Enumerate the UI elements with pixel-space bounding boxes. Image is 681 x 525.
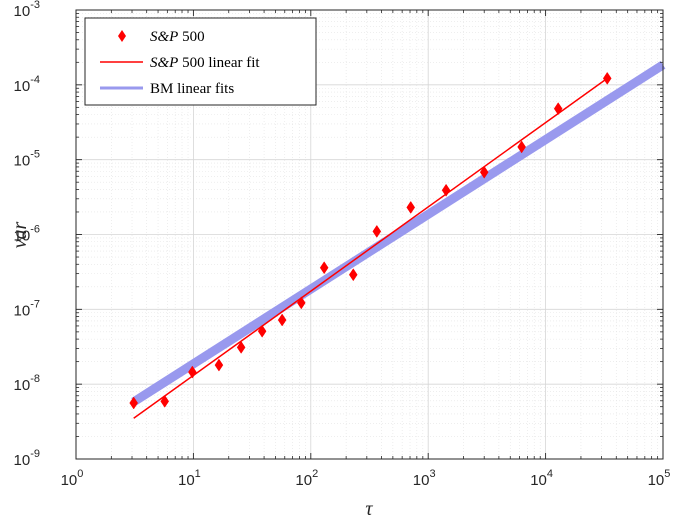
x-tick-label: 101 [178,468,201,489]
y-tick-label: 10-3 [14,0,40,20]
legend-items: S&P 500 S&P 500 linear fit BM linear fits [100,29,260,97]
sp500-data-point [188,365,197,379]
sp500-data-point [257,324,267,338]
x-tick-labels: 100 101 102 103 104 105 [61,468,671,489]
y-axis-label: var [9,221,31,248]
x-tick-label: 100 [61,468,84,489]
sp500-data-point [319,261,329,275]
sp500-data-point [348,268,358,282]
y-tick-labels: 10-9 10-8 10-7 10-6 10-5 10-4 10-3 [14,0,40,469]
x-tick-label: 104 [530,468,553,489]
sp500-data-point [372,224,382,238]
sp500-data-point [236,340,246,354]
legend-label: BM linear fits [150,81,234,97]
sp500-data-point [517,140,526,154]
sp500-data-point [553,102,563,116]
bm-fit-band [131,61,666,406]
sp500-data-point [406,200,416,214]
legend-label: S&P 500 [150,29,205,45]
ticks [75,9,664,460]
y-tick-label: 10-9 [14,448,40,469]
legend-marker-sp500 [118,30,126,42]
sp500-data-point [277,313,287,327]
legend: S&P 500 S&P 500 linear fit BM linear fits [84,17,317,106]
x-tick-label: 105 [648,468,671,489]
sp500-data-point [479,165,489,179]
sp500-data-point [129,396,138,410]
legend-label: S&P 500 linear fit [150,55,260,71]
x-tick-label: 103 [413,468,436,489]
sp500-data-point [602,71,612,85]
sp500-data-point [214,358,224,372]
x-tick-label: 102 [295,468,318,489]
x-axis-label: τ [365,498,373,520]
y-tick-label: 10-7 [14,298,40,319]
sp500-data-point [160,394,170,408]
y-tick-label: 10-8 [14,373,40,394]
y-tick-label: 10-6 [14,224,40,245]
sp500-data-point [296,296,306,310]
sp500-fit-line [133,77,608,419]
minor-grid [76,10,663,459]
y-tick-label: 10-4 [14,74,40,95]
y-tick-label: 10-5 [14,149,40,170]
series-layer [129,61,666,419]
sp500-data-point [441,183,451,197]
